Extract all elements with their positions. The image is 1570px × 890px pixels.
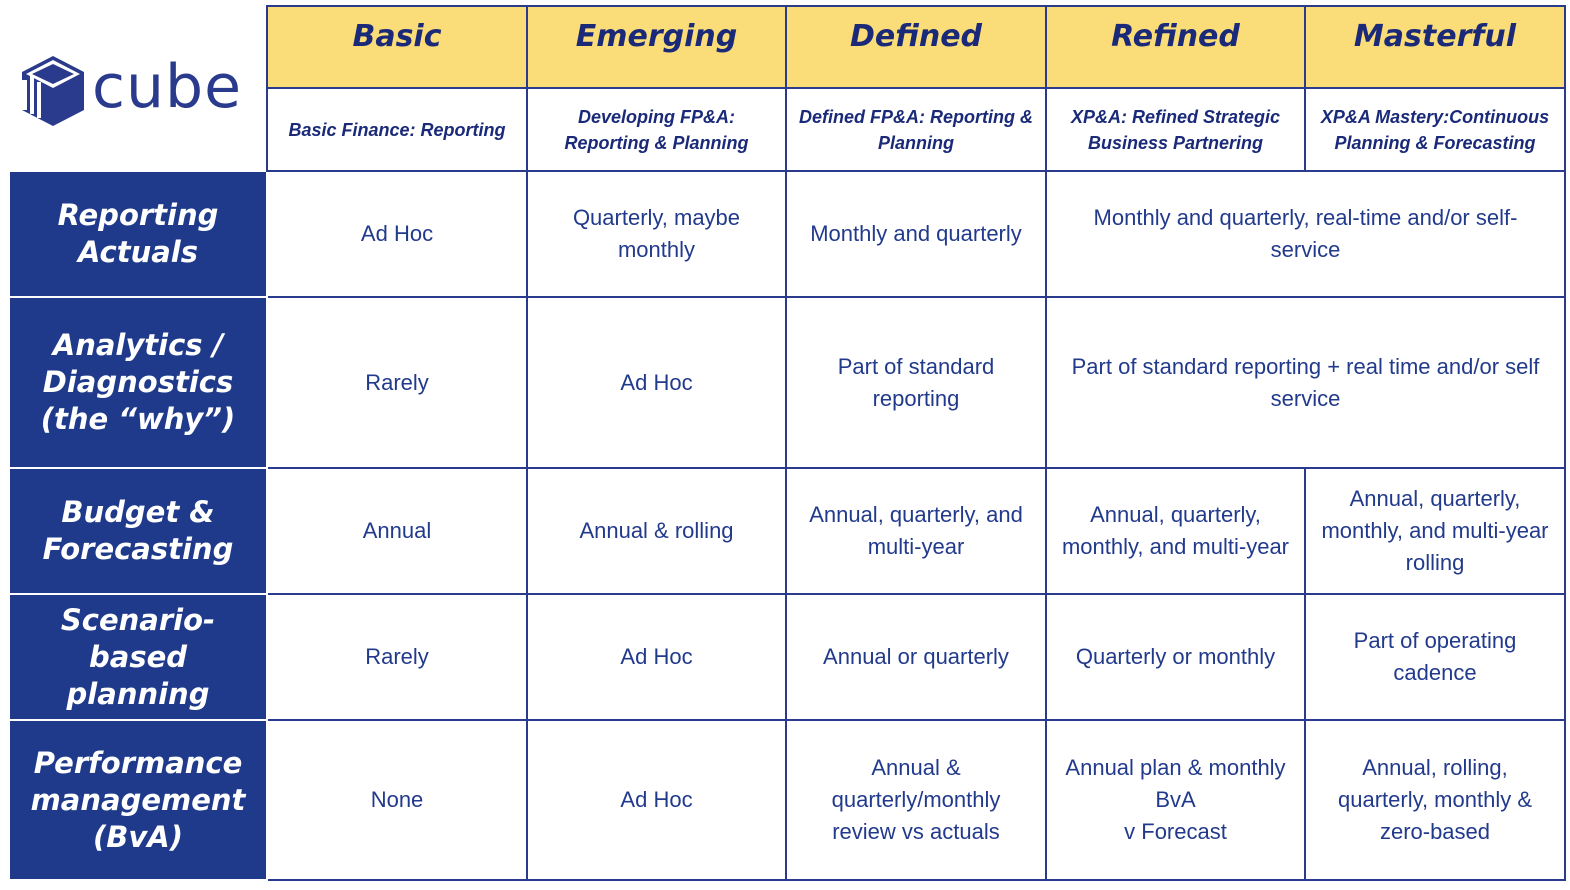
cell-emerging: Ad Hoc [526,719,787,881]
level-basic: Basic [266,5,528,89]
cell-emerging: Annual & rolling [526,467,787,595]
subtitle-defined: Defined FP&A: Reporting & Planning [785,87,1047,172]
cell-refined-masterful: Monthly and quarterly, real-time and/or … [1045,170,1566,298]
row-label-performance-management: Performance management (BvA) [8,719,268,881]
cell-masterful: Annual, quarterly, monthly, and multi-ye… [1304,467,1566,595]
table-row: Budget & Forecasting Annual Annual & rol… [8,467,1566,595]
cell-masterful: Part of operating cadence [1304,593,1566,721]
subtitle-refined: XP&A: Refined Strategic Business Partner… [1045,87,1306,172]
cell-defined: Monthly and quarterly [785,170,1047,298]
table-row: Performance management (BvA) None Ad Hoc… [8,719,1566,881]
cube-logo [18,52,248,132]
level-header-row: Basic Emerging Defined Refined Masterful [9,5,1566,171]
level-emerging: Emerging [526,5,787,89]
cell-emerging: Quarterly, maybe monthly [526,170,787,298]
subtitle-emerging: Developing FP&A: Reporting & Planning [526,87,787,172]
cell-basic: Annual [266,467,528,595]
cell-refined: Annual, quarterly, monthly, and multi-ye… [1045,467,1306,595]
level-defined: Defined [785,5,1047,89]
maturity-table: Basic Emerging Defined Refined Masterful… [8,5,1566,881]
subtitle-row: Basic Finance: Reporting Developing FP&A… [9,87,1566,172]
level-refined: Refined [1045,5,1306,89]
cell-refined-masterful: Part of standard reporting + real time a… [1045,296,1566,469]
subtitle-basic: Basic Finance: Reporting [266,87,528,172]
table-row: Analytics / Diagnostics (the “why”) Rare… [8,296,1566,469]
cell-defined: Annual, quarterly, and multi-year [785,467,1047,595]
cell-defined: Annual & quarterly/monthly review vs act… [785,719,1047,881]
table-row: Scenario-based planning Rarely Ad Hoc An… [8,593,1566,721]
subtitle-masterful: XP&A Mastery:Continuous Planning & Forec… [1304,87,1566,172]
row-label-analytics-diagnostics: Analytics / Diagnostics (the “why”) [8,296,268,469]
cell-basic: Rarely [266,296,528,469]
cell-emerging: Ad Hoc [526,296,787,469]
cell-defined: Part of standard reporting [785,296,1047,469]
row-label-scenario-planning: Scenario-based planning [8,593,268,721]
brand-wordmark: cube [92,52,243,122]
cell-basic: Ad Hoc [266,170,528,298]
cube-icon [22,56,84,126]
level-masterful: Masterful [1304,5,1566,89]
row-label-budget-forecasting: Budget & Forecasting [8,467,268,595]
cell-refined: Quarterly or monthly [1045,593,1306,721]
cell-refined: Annual plan & monthly BvA v Forecast [1045,719,1306,881]
cell-emerging: Ad Hoc [526,593,787,721]
row-label-reporting-actuals: Reporting Actuals [8,170,268,298]
cell-basic: Rarely [266,593,528,721]
cell-defined: Annual or quarterly [785,593,1047,721]
table-row: Reporting Actuals Ad Hoc Quarterly, mayb… [8,170,1566,298]
cell-basic: None [266,719,528,881]
cell-masterful: Annual, rolling, quarterly, monthly & ze… [1304,719,1566,881]
